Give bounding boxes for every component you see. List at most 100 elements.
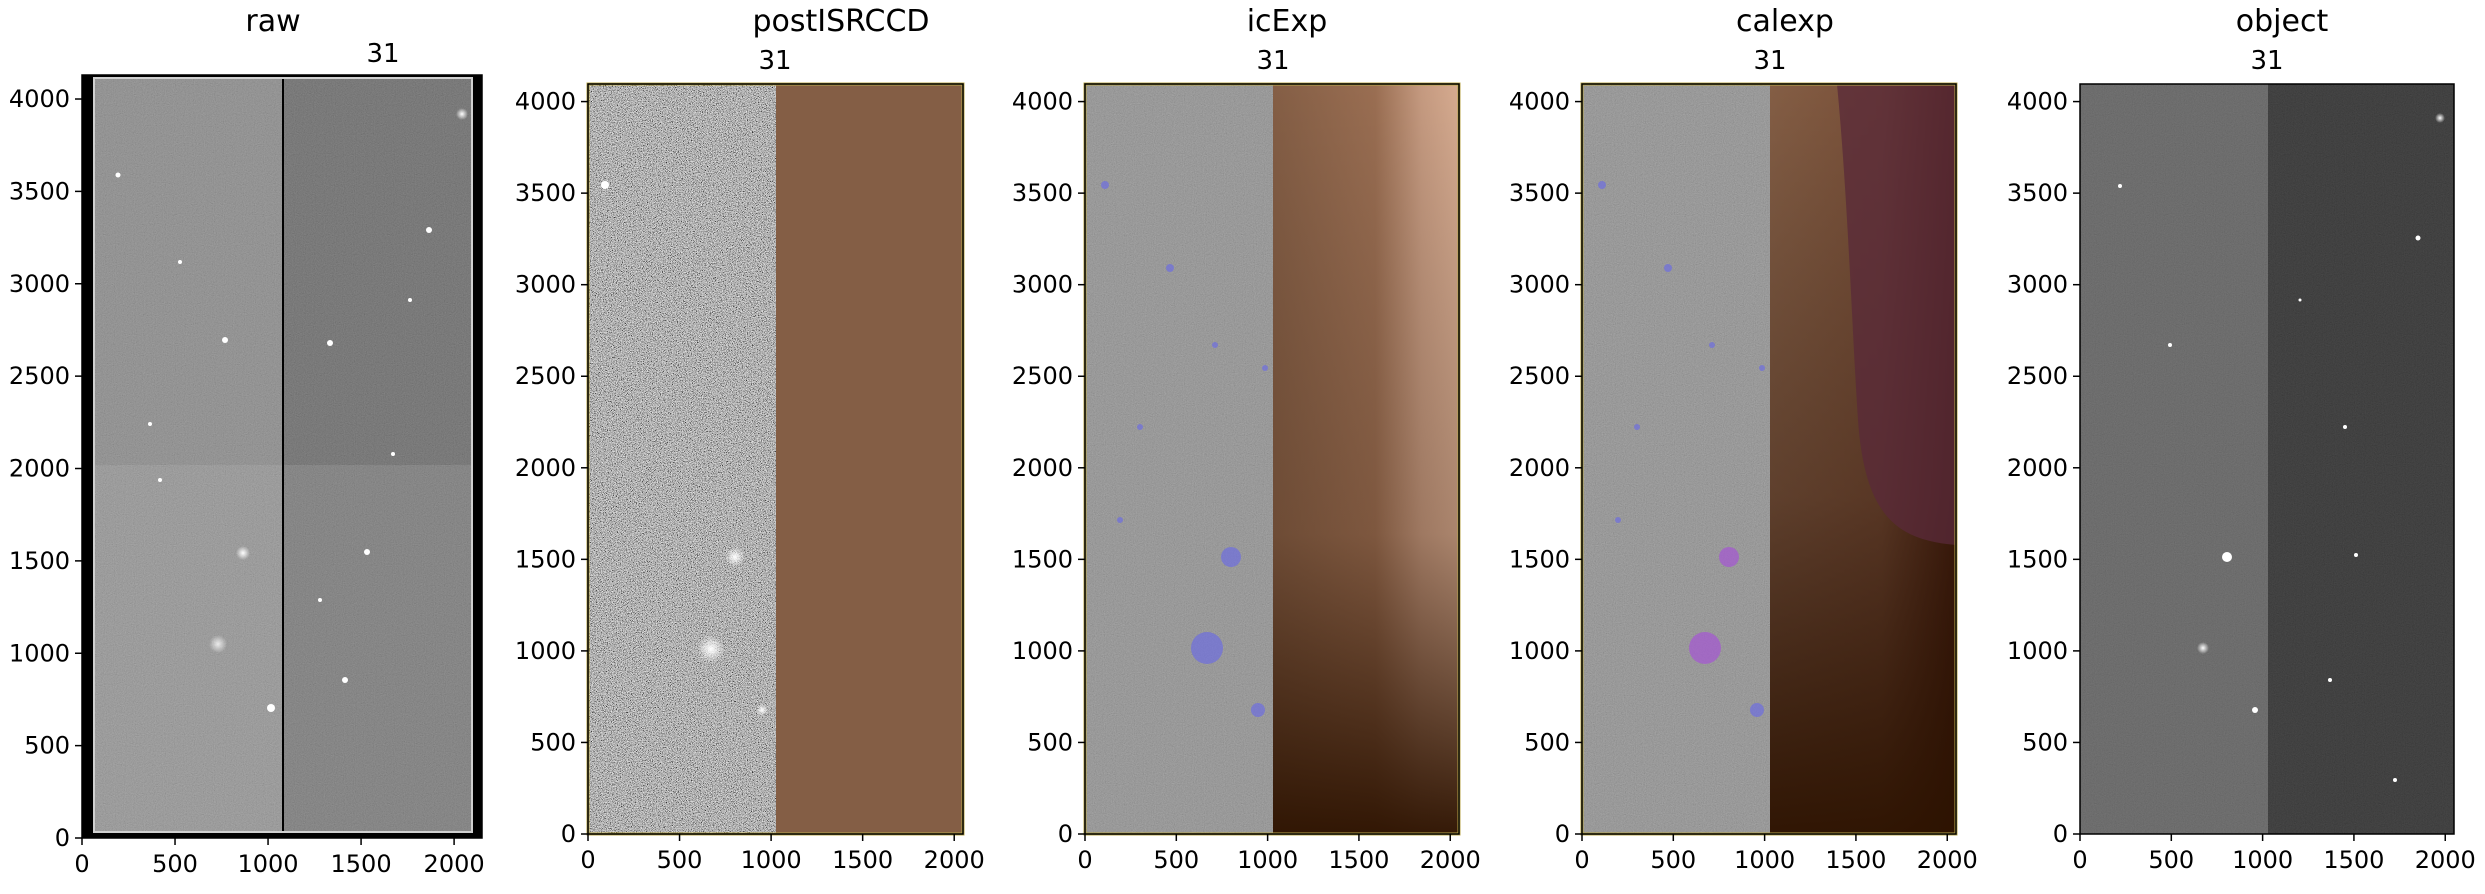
y-tick-label: 1000 — [515, 637, 576, 665]
y-tick-label: 2000 — [2007, 454, 2068, 482]
y-tick-label: 1500 — [2007, 545, 2068, 573]
panel-postisrccd: postISRCCD 31 0 500 1000 1500 2000 0 500 1000 15… — [515, 4, 985, 874]
y-tick-label: 3500 — [2007, 179, 2068, 207]
x-tick-label: 500 — [152, 850, 198, 878]
x-tick-label: 2000 — [2415, 846, 2476, 874]
x-tick-label: 500 — [1153, 846, 1199, 874]
x-tick-label: 1500 — [1328, 846, 1389, 874]
y-tick-label: 1500 — [1509, 545, 1570, 573]
y-tick-label: 2000 — [9, 455, 70, 483]
y-tick-label: 2000 — [515, 454, 576, 482]
y-tick-label: 3500 — [1012, 179, 1073, 207]
y-tick-label: 3500 — [9, 177, 70, 205]
ccd-label: 31 — [2250, 46, 2283, 76]
y-tick-label: 4000 — [515, 88, 576, 116]
y-tick-label: 3000 — [9, 270, 70, 298]
axes-frame — [2079, 83, 2455, 835]
axis-ticks: 0 500 1000 1500 2000 0 500 1000 1500 2000 2500 3000… — [1012, 88, 1481, 874]
panel-title: raw — [245, 4, 300, 39]
panel-title: calexp — [1736, 4, 1834, 39]
y-tick-label: 3000 — [1509, 271, 1570, 299]
y-tick-label: 500 — [1524, 728, 1570, 756]
y-tick-label: 0 — [561, 820, 576, 848]
x-tick-label: 0 — [2072, 846, 2087, 874]
axis-ticks: 0 500 1000 1500 2000 0 500 1000 1500 2000 2500 3000… — [515, 88, 985, 874]
x-tick-label: 2000 — [1917, 846, 1978, 874]
y-tick-label: 0 — [1058, 820, 1073, 848]
x-tick-label: 1000 — [1237, 846, 1298, 874]
panel-raw: raw 31 — [9, 4, 485, 878]
y-tick-label: 0 — [55, 824, 70, 852]
ccd-label: 31 — [366, 39, 399, 69]
x-tick-label: 1500 — [1825, 846, 1886, 874]
y-tick-label: 2500 — [9, 362, 70, 390]
y-tick-label: 1500 — [1012, 545, 1073, 573]
x-tick-label: 0 — [580, 846, 595, 874]
ccd-label: 31 — [758, 46, 791, 76]
y-tick-label: 1500 — [515, 545, 576, 573]
y-tick-label: 3500 — [1509, 179, 1570, 207]
x-tick-label: 500 — [1650, 846, 1696, 874]
axes-frame — [1581, 83, 1957, 835]
image-area — [1083, 82, 1461, 836]
panel-title: object — [2236, 4, 2329, 39]
x-tick-label: 0 — [1077, 846, 1092, 874]
ccd-label: 31 — [1256, 46, 1289, 76]
panel-calexp: calexp 31 0 500 1000 1500 2000 0 500 1000 1500 20… — [1509, 4, 1978, 874]
panel-title: postISRCCD — [752, 4, 929, 39]
x-tick-label: 500 — [2148, 846, 2194, 874]
y-tick-label: 2500 — [2007, 362, 2068, 390]
y-tick-label: 0 — [1555, 820, 1570, 848]
mask-overlay — [776, 84, 963, 834]
axes-frame — [81, 74, 483, 839]
x-tick-label: 0 — [74, 850, 89, 878]
x-tick-label: 2000 — [924, 846, 985, 874]
y-tick-label: 4000 — [1509, 88, 1570, 116]
image-area — [586, 82, 965, 836]
y-tick-label: 1000 — [1509, 637, 1570, 665]
axis-ticks: 0 500 1000 1500 2000 0 500 1000 1500 2000 2500 3000… — [2007, 88, 2476, 874]
x-tick-label: 1000 — [1734, 846, 1795, 874]
x-tick-label: 2000 — [424, 850, 485, 878]
x-tick-label: 1000 — [238, 850, 299, 878]
y-tick-label: 500 — [24, 732, 70, 760]
y-tick-label: 2500 — [515, 362, 576, 390]
axes-frame — [1084, 83, 1460, 835]
ccd-label: 31 — [1753, 46, 1786, 76]
x-tick-label: 1500 — [331, 850, 392, 878]
x-tick-label: 500 — [657, 846, 703, 874]
y-tick-label: 1500 — [9, 547, 70, 575]
y-tick-label: 2000 — [1509, 454, 1570, 482]
y-tick-label: 500 — [2022, 728, 2068, 756]
image-area — [1580, 82, 1958, 836]
y-tick-label: 3000 — [2007, 271, 2068, 299]
y-tick-label: 4000 — [1012, 88, 1073, 116]
axis-ticks: 0 500 1000 1500 2000 0 500 1000 1500 2000 2500 3000… — [1509, 88, 1978, 874]
axis-ticks: 0 500 1000 1500 2000 0 500 1000 1500 2000 2500 3000… — [9, 85, 485, 878]
y-tick-label: 3500 — [515, 179, 576, 207]
image-area — [2080, 84, 2454, 834]
x-tick-label: 1500 — [832, 846, 893, 874]
image-area — [82, 75, 482, 838]
y-tick-label: 4000 — [2007, 88, 2068, 116]
y-tick-label: 4000 — [9, 85, 70, 113]
y-tick-label: 1000 — [2007, 637, 2068, 665]
y-tick-label: 3000 — [515, 271, 576, 299]
y-tick-label: 2500 — [1012, 362, 1073, 390]
y-tick-label: 0 — [2053, 820, 2068, 848]
x-tick-label: 0 — [1574, 846, 1589, 874]
x-tick-label: 1500 — [2323, 846, 2384, 874]
y-tick-label: 1000 — [9, 639, 70, 667]
x-tick-label: 2000 — [1420, 846, 1481, 874]
y-tick-label: 1000 — [1012, 637, 1073, 665]
x-tick-label: 1000 — [741, 846, 802, 874]
axes-frame — [587, 83, 964, 835]
y-tick-label: 3000 — [1012, 271, 1073, 299]
y-tick-label: 2500 — [1509, 362, 1570, 390]
panel-object: object 31 0 500 1000 1500 2000 0 500 1000 1500 20… — [2007, 4, 2476, 874]
panel-icexp: icExp 31 0 500 1000 1500 2000 0 500 1000 1500 200… — [1012, 4, 1481, 874]
y-tick-label: 2000 — [1012, 454, 1073, 482]
y-tick-label: 500 — [1027, 728, 1073, 756]
panel-title: icExp — [1247, 4, 1328, 39]
